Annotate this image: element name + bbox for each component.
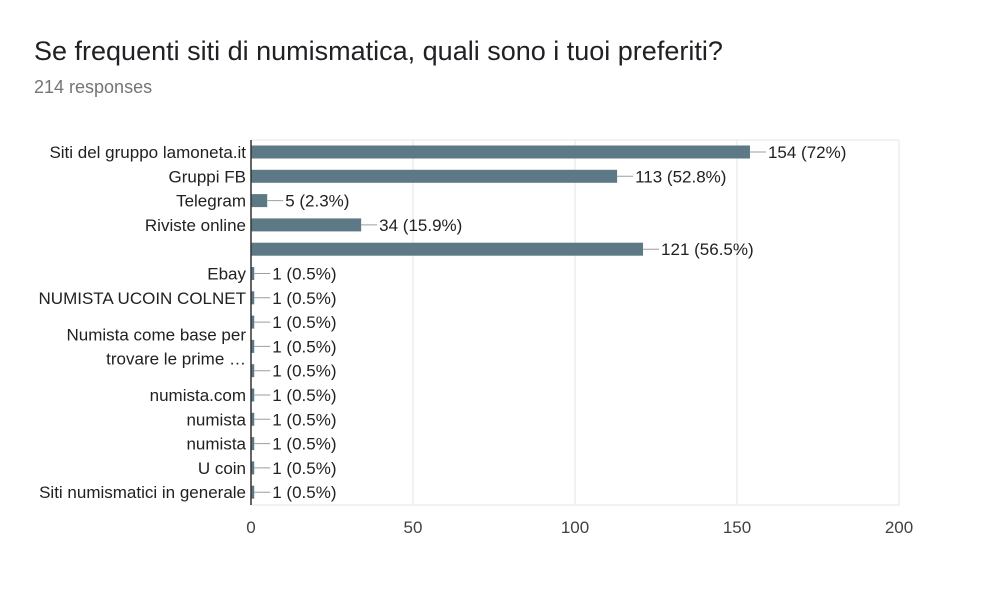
x-tick-label: 100	[561, 518, 589, 537]
bar	[251, 461, 255, 475]
value-label: 1 (0.5%)	[272, 386, 336, 405]
response-count: 214 responses	[34, 77, 153, 97]
category-label: Siti numismatici in generale	[39, 483, 246, 502]
bar	[251, 194, 268, 208]
category-label: U coin	[198, 459, 246, 478]
x-tick-label: 200	[885, 518, 913, 537]
x-tick-label: 50	[404, 518, 423, 537]
category-label: Ebay	[207, 265, 246, 284]
bar	[251, 169, 618, 183]
value-label: 1 (0.5%)	[272, 459, 336, 478]
category-label: Riviste online	[145, 216, 246, 235]
value-label: 5 (2.3%)	[285, 192, 349, 211]
category-label: numista.com	[150, 386, 246, 405]
value-label: 113 (52.8%)	[635, 167, 726, 186]
bar	[251, 339, 255, 353]
bar	[251, 485, 255, 499]
category-label: numista	[186, 435, 246, 454]
bar	[251, 388, 255, 402]
category-label: trovare le prime …	[106, 350, 246, 369]
grid-lines	[251, 139, 900, 506]
value-label: 34 (15.9%)	[379, 216, 462, 235]
chart-title: Se frequenti siti di numismatica, quali …	[34, 36, 723, 66]
value-label: 1 (0.5%)	[272, 362, 336, 381]
category-label: numista	[186, 410, 246, 429]
bar	[251, 218, 362, 232]
value-label: 1 (0.5%)	[272, 289, 336, 308]
category-label: NUMISTA UCOIN COLNET	[39, 289, 246, 308]
bar	[251, 291, 255, 305]
bar	[251, 267, 255, 280]
value-label: 1 (0.5%)	[272, 265, 336, 284]
bars	[250, 140, 766, 505]
value-label: 1 (0.5%)	[272, 313, 336, 332]
category-label: Numista come base per	[66, 325, 246, 344]
bar	[251, 412, 255, 426]
category-label: Gruppi FB	[169, 167, 246, 186]
bar	[251, 145, 750, 159]
x-tick-label: 150	[723, 518, 751, 537]
value-label: 1 (0.5%)	[272, 483, 336, 502]
labels: 0 50 100 150 200 154 (72%) Siti del gruppo lam…	[39, 143, 914, 537]
x-tick-label: 0	[246, 518, 255, 537]
bar	[251, 364, 255, 378]
bar	[251, 437, 255, 451]
bar	[251, 242, 644, 256]
bar	[251, 315, 255, 329]
category-label: Telegram	[176, 192, 246, 211]
category-label: Siti del gruppo lamoneta.it	[49, 143, 246, 162]
value-label: 1 (0.5%)	[272, 337, 336, 356]
value-label: 1 (0.5%)	[272, 435, 336, 454]
value-label: 121 (56.5%)	[661, 240, 754, 259]
value-label: 1 (0.5%)	[272, 410, 336, 429]
value-label: 154 (72%)	[768, 143, 846, 162]
